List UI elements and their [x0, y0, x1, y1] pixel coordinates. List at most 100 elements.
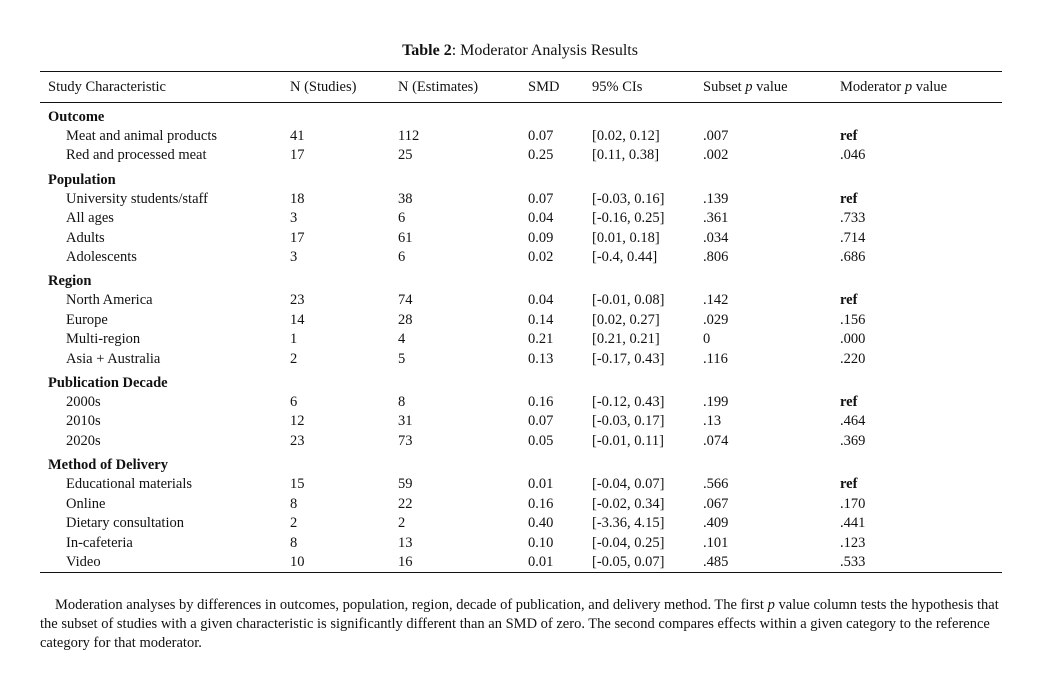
- footnote: Moderation analyses by differences in ou…: [40, 596, 1002, 653]
- row-label: 2020s: [66, 432, 101, 449]
- data-row: 2010s 12 31 0.07 [-0.03, 0.17] .13 .464: [40, 412, 1002, 431]
- cell: 74: [398, 292, 413, 309]
- cell: 0.14: [528, 311, 554, 328]
- data-row: All ages 3 6 0.04 [-0.16, 0.25] .361 .733: [40, 209, 1002, 228]
- cell: 1: [290, 331, 298, 348]
- cell: [-0.02, 0.34]: [592, 495, 665, 512]
- cell: 14: [290, 311, 305, 328]
- cell: 10: [290, 553, 305, 570]
- data-row: Asia + Australia 2 5 0.13 [-0.17, 0.43] .116.…: [40, 350, 1002, 369]
- cell: .806: [703, 249, 729, 266]
- cell: 2: [290, 515, 298, 532]
- cell: 73: [398, 432, 413, 449]
- column-header: N (Estimates): [398, 79, 479, 95]
- text: value column tests the hypothesis that t…: [40, 597, 999, 651]
- data-row: Educational materials 15 59 0.01 [-0.04, 0.0…: [40, 475, 1002, 494]
- group-name: Method of Delivery: [48, 457, 168, 474]
- cell: .034: [703, 229, 729, 246]
- cell: .464: [840, 413, 866, 430]
- group-row: Method of Delivery: [40, 451, 1002, 475]
- cell: 0.04: [528, 292, 554, 309]
- row-label: Red and processed meat: [66, 147, 207, 164]
- row-label: North America: [66, 292, 153, 309]
- cell: 12: [290, 413, 305, 430]
- cell: 0.01: [528, 476, 554, 493]
- cell: .733: [840, 210, 866, 227]
- row-label: Adolescents: [66, 249, 137, 266]
- cell: 0: [703, 331, 711, 348]
- cell: 6: [398, 249, 406, 266]
- data-row: Adults 17 61 0.09 [0.01, 0.18] .034 .714: [40, 229, 1002, 248]
- cell: 0.10: [528, 534, 554, 551]
- row-label: 2010s: [66, 413, 101, 430]
- data-row: 2000s 6 8 0.16 [-0.12, 0.43] .199 ref: [40, 393, 1002, 412]
- cell: .566: [703, 476, 729, 493]
- cell: 8: [398, 394, 406, 411]
- row-label: All ages: [66, 210, 114, 227]
- cell: .074: [703, 432, 729, 449]
- data-row: Meat and animal products 41 112 0.07 [0.02, …: [40, 127, 1002, 146]
- cell: ref: [840, 128, 858, 144]
- caption-text: : Moderator Analysis Results: [451, 42, 638, 59]
- cell: .101: [703, 534, 729, 551]
- cell: 4: [398, 331, 406, 348]
- cell: .142: [703, 292, 729, 309]
- text: value: [915, 79, 948, 95]
- cell: [0.01, 0.18]: [592, 229, 660, 246]
- cell: .139: [703, 190, 729, 207]
- row-label: Dietary consultation: [66, 515, 184, 532]
- cell: [0.02, 0.27]: [592, 311, 660, 328]
- cell: .220: [840, 350, 866, 367]
- data-row: 2020s 23 73 0.05 [-0.01, 0.11] .074 .369: [40, 432, 1002, 451]
- cell: .007: [703, 128, 729, 144]
- row-label: Video: [66, 553, 101, 570]
- group-name: Publication Decade: [48, 375, 168, 392]
- cell: ref: [840, 190, 858, 207]
- cell: 0.16: [528, 394, 554, 411]
- cell: .156: [840, 311, 866, 328]
- cell: 59: [398, 476, 413, 493]
- cell: 0.13: [528, 350, 554, 367]
- column-header: N (Studies): [290, 79, 357, 95]
- cell: 25: [398, 147, 413, 164]
- row-label: 2000s: [66, 394, 101, 411]
- cell: 23: [290, 432, 305, 449]
- table-body: Outcome Meat and animal products 41 112 0.07…: [40, 103, 1002, 573]
- cell: [-0.05, 0.07]: [592, 553, 665, 570]
- row-label: Online: [66, 495, 106, 512]
- cell: ref: [840, 394, 858, 411]
- cell: 5: [398, 350, 406, 367]
- data-row: Dietary consultation 2 2 0.40 [-3.36, 4.15].…: [40, 514, 1002, 533]
- cell: [-0.03, 0.16]: [592, 190, 665, 207]
- cell: 13: [398, 534, 413, 551]
- data-row: Adolescents 3 6 0.02 [-0.4, 0.44] .806 .686: [40, 248, 1002, 267]
- text: Moderator: [840, 79, 902, 95]
- cell: [0.02, 0.12]: [592, 128, 660, 144]
- data-row: Red and processed meat 17 25 0.25 [0.11, 0.3…: [40, 146, 1002, 165]
- cell: 0.02: [528, 249, 554, 266]
- cell: 0.07: [528, 413, 554, 430]
- row-label: Europe: [66, 311, 108, 328]
- text: Moderation analyses by differences in ou…: [55, 597, 764, 613]
- row-label: Multi-region: [66, 331, 141, 348]
- group-name: Population: [48, 171, 116, 188]
- cell: 6: [398, 210, 406, 227]
- group-row: Publication Decade: [40, 369, 1002, 393]
- cell: 28: [398, 311, 413, 328]
- cell: .714: [840, 229, 866, 246]
- cell: [-3.36, 4.15]: [592, 515, 665, 532]
- cell: .199: [703, 394, 729, 411]
- cell: [-0.4, 0.44]: [592, 249, 658, 266]
- cell: 23: [290, 292, 305, 309]
- group-name: Region: [48, 273, 92, 290]
- cell: [-0.03, 0.17]: [592, 413, 665, 430]
- data-row: Video 10 16 0.01 [-0.05, 0.07] .485 .533: [40, 553, 1002, 573]
- group-row: Outcome: [40, 103, 1002, 128]
- row-label: Asia + Australia: [66, 350, 161, 367]
- row-label: University students/staff: [66, 190, 208, 207]
- row-label: Adults: [66, 229, 105, 246]
- cell: 0.05: [528, 432, 554, 449]
- cell: .13: [703, 413, 722, 430]
- cell: [-0.12, 0.43]: [592, 394, 665, 411]
